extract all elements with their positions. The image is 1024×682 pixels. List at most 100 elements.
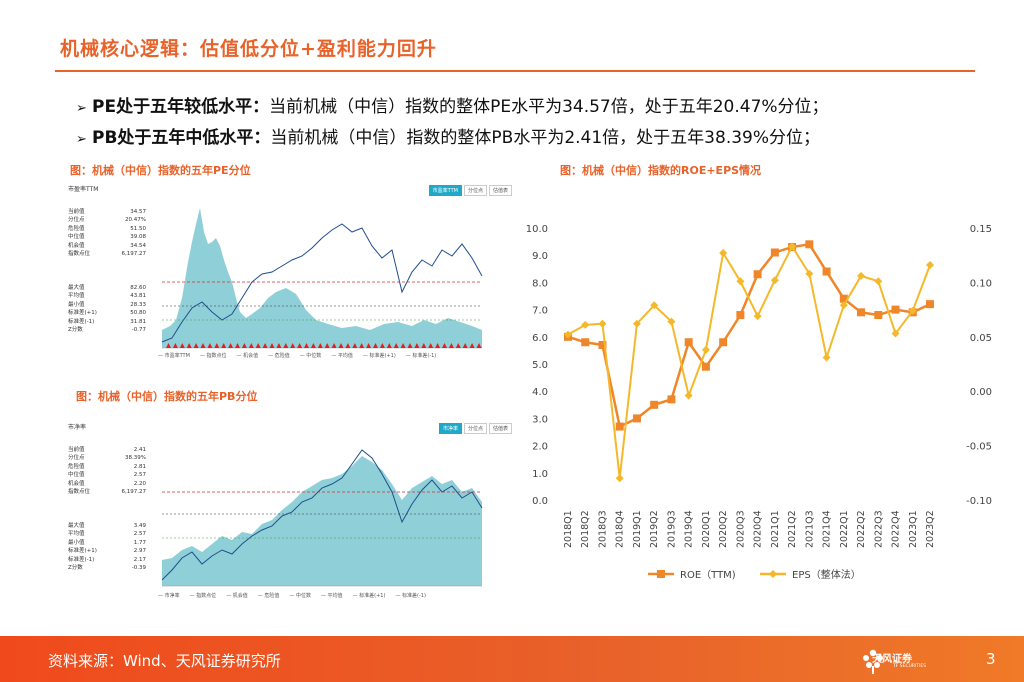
roe-point <box>891 305 900 314</box>
eps-point <box>719 249 728 258</box>
bullet-arrow-icon: ➢ <box>76 132 87 147</box>
pe-stat-value: 20.47% <box>125 217 146 224</box>
pe-tab-table[interactable]: 估值表 <box>488 185 512 196</box>
roe-point <box>822 267 831 276</box>
pb-stat-value: 2.20 <box>133 480 146 487</box>
left-tick-label: 3.0 <box>532 414 548 425</box>
roe-point <box>615 422 624 431</box>
pe-danger-marker <box>345 343 351 348</box>
eps-point <box>701 345 710 354</box>
pe-danger-marker <box>290 343 296 348</box>
pe-legend-item: — 标准差(-1) <box>405 353 437 359</box>
roe-point <box>753 270 762 279</box>
pe-danger-marker <box>373 343 378 348</box>
pe-tab-ttm[interactable]: 市盈率TTM <box>428 185 462 196</box>
pb-stat-label: 指数点位 <box>68 489 91 496</box>
pe-stat-value: 39.08 <box>130 234 146 241</box>
pe-stat-row: 最大值 82.60 <box>68 284 146 292</box>
pe-stat-label: 指数点位 <box>68 251 91 258</box>
roe-point <box>839 294 848 303</box>
pe-danger-marker <box>304 343 309 348</box>
pe-stat-value: 6,197.27 <box>121 251 147 258</box>
pb-stats-lower: 最大值 3.49 平均值 2.57 最小值 1.77 标准差(+1) 2.97 标准差(-1) 2… <box>68 522 146 572</box>
pb-legend-item: — 市净率 <box>158 593 180 599</box>
pe-danger-marker <box>455 343 461 348</box>
pb-tab-pb[interactable]: 市净率 <box>438 423 462 434</box>
roe-axes: 0.0 1.0 2.0 3.0 4.0 5.0 6.0 7.0 8.0 9.0 10.0 -0.10 -… <box>526 224 992 548</box>
pe-danger-marker <box>448 343 454 348</box>
pb-stat-value: 38.39% <box>125 455 146 462</box>
pe-legend-item: — 危险值 <box>268 353 290 359</box>
tf-flower-logo-icon <box>863 649 883 674</box>
eps-point <box>632 319 641 328</box>
x-tick-label: 2018Q2 <box>580 510 591 548</box>
roe-point <box>926 300 934 309</box>
pe-danger-marker <box>476 343 482 348</box>
pb-tab-percentile[interactable]: 分位点 <box>463 423 487 434</box>
x-tick-label: 2023Q1 <box>908 510 919 548</box>
pe-legend-item: — 平均值 <box>331 353 353 359</box>
pb-legend-item: — 标准差(+1) <box>352 593 386 599</box>
pb-stat-row: 指数点位 6,197.27 <box>68 488 146 496</box>
x-tick-label: 2021Q2 <box>787 510 798 548</box>
roe-point <box>598 340 607 349</box>
pe-stat-label: 最大值 <box>68 285 85 291</box>
pe-stat-label: Z分数 <box>68 327 83 334</box>
pe-stat-value: 43.81 <box>130 293 146 300</box>
left-tick-label: 5.0 <box>532 360 548 371</box>
roe-point <box>667 395 676 404</box>
pe-danger-marker <box>400 343 406 348</box>
footer-brand-sub: TF SECURITIES <box>893 664 927 669</box>
pb-stat-value: 2.57 <box>133 531 146 538</box>
pb-legend: — 市净率 — 指数点位 — 机会值 — 危险值 — 中位数 — 平均值 — 标准差(+1)… <box>158 592 426 599</box>
pe-tab-percentile[interactable]: 分位点 <box>463 185 487 196</box>
eps-point <box>822 353 831 362</box>
pe-danger-marker <box>469 343 475 348</box>
x-tick-label: 2018Q3 <box>597 510 608 548</box>
bullet-body: 当前机械（中信）指数的整体PB水平为2.41倍，处于五年38.39%分位； <box>270 128 821 148</box>
x-tick-label: 2020Q3 <box>735 510 746 548</box>
pe-stat-label: 分位点 <box>68 217 85 224</box>
pe-danger-marker <box>214 343 220 348</box>
pb-stat-row: 分位点 38.39% <box>68 454 146 462</box>
pb-stat-row: 中位值 2.57 <box>68 471 146 479</box>
pe-ttm-area <box>162 208 482 348</box>
roe-point <box>736 311 745 320</box>
x-tick-label: 2021Q3 <box>804 510 815 548</box>
x-tick-label: 2019Q1 <box>632 510 643 548</box>
pe-danger-marker <box>248 343 254 348</box>
legend-marker <box>769 570 777 578</box>
pb-valuation-panel: 市净率 市净率 分位点 估值表 当前值 2.41 分位点 38.39% 危险值 2.81 中… <box>68 422 518 602</box>
roe-point <box>632 414 641 423</box>
pe-danger-marker <box>297 343 303 348</box>
pb-stat-value: -0.39 <box>131 565 146 572</box>
eps-point <box>857 271 866 280</box>
pe-stat-label: 机会值 <box>68 242 85 249</box>
pe-stat-row: 最小值 28.33 <box>68 301 146 309</box>
roe-point <box>805 240 814 249</box>
series-line-left <box>567 242 931 429</box>
pe-danger-marker <box>221 343 227 348</box>
eps-point <box>615 474 624 483</box>
pe-stats-upper: 当前值 34.57 分位点 20.47% 危险值 51.50 中位值 39.08 机会值 34.5… <box>68 208 146 258</box>
pe-danger-marker <box>172 343 178 348</box>
pe-stat-row: 指数点位 6,197.27 <box>68 250 146 258</box>
pe-stats-lower: 最大值 82.60 平均值 43.81 最小值 28.33 标准差(+1) 50.80 标准差(… <box>68 284 146 334</box>
pe-danger-marker <box>366 343 372 348</box>
eps-point <box>805 269 814 278</box>
roe-eps-chart: 0.0 1.0 2.0 3.0 4.0 5.0 6.0 7.0 8.0 9.0 10.0 -0.10 -… <box>526 224 992 581</box>
pb-tab-table[interactable]: 估值表 <box>488 423 512 434</box>
pe-danger-marker <box>324 343 330 348</box>
pe-stat-label: 最小值 <box>68 301 85 308</box>
pb-stat-row: 标准差(+1) 2.97 <box>68 547 146 555</box>
pe-history-chart <box>156 202 501 354</box>
pe-danger-marker <box>200 343 206 348</box>
left-tick-label: 9.0 <box>532 251 548 262</box>
pe-danger-marker <box>414 343 420 348</box>
pe-stat-row: 当前值 34.57 <box>68 208 146 216</box>
right-tick-label: 0.10 <box>970 278 992 289</box>
footer-source: 资料来源：Wind、天风证券研究所 <box>48 652 281 670</box>
pe-danger-marker <box>269 343 275 348</box>
pe-legend-item: — 中位数 <box>299 353 322 359</box>
eps-point <box>788 242 797 251</box>
